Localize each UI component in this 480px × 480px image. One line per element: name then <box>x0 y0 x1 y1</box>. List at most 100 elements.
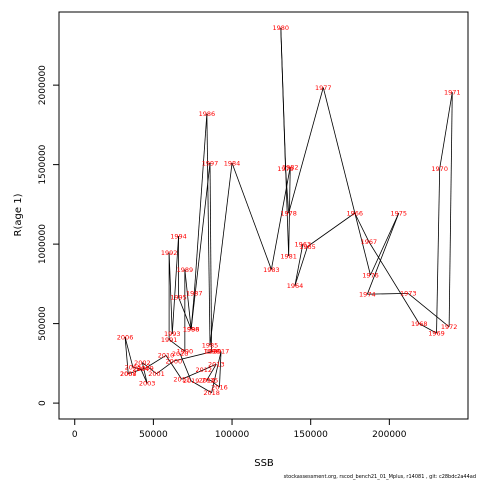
series-segment <box>367 293 409 295</box>
point-label: 1969 <box>428 329 445 337</box>
series-segment <box>206 113 211 346</box>
point-label: 1980 <box>273 24 290 32</box>
plot-frame <box>58 11 469 420</box>
series-segment <box>209 379 220 388</box>
y-tick-label: 1500000 <box>38 144 48 184</box>
y-axis: 0 500000 1000000 1500000 2000000 <box>38 65 59 406</box>
y-axis-title: R(age 1) <box>13 193 24 236</box>
series-segment <box>209 163 212 352</box>
point-label: 1990 <box>177 348 194 356</box>
series-segment <box>288 167 291 257</box>
point-label: 1992 <box>161 249 178 257</box>
x-axis: 0 50000 100000 150000 200000 <box>72 419 407 440</box>
point-label: 1998 <box>203 348 220 356</box>
series-segment <box>294 244 304 286</box>
point-label: 1973 <box>400 290 417 298</box>
series-segment <box>171 236 179 334</box>
series-lines <box>124 27 453 394</box>
series-segment <box>419 323 437 334</box>
point-label: 1985 <box>202 341 219 349</box>
point-label: 1974 <box>359 290 376 298</box>
point-label: 1994 <box>170 232 187 240</box>
point-label: 2000 <box>166 357 183 365</box>
point-label: 2011 <box>173 376 190 384</box>
x-tick-label: 0 <box>72 430 78 440</box>
point-label: 1975 <box>391 209 408 217</box>
point-label: 2012 <box>195 366 212 374</box>
point-label: 2009 <box>137 364 154 372</box>
footer-text: stockassessment.org, rscod_bench21_01_Mp… <box>284 474 476 480</box>
point-label: 2007 <box>120 370 137 378</box>
x-tick-label: 200000 <box>372 430 407 440</box>
series-segment <box>448 92 453 327</box>
series-segment <box>124 337 129 374</box>
series-segment <box>209 162 233 346</box>
point-label: 2008 <box>120 370 137 378</box>
series-segment <box>219 351 222 388</box>
point-label: 1995 <box>170 294 187 302</box>
point-label: 1991 <box>161 336 178 344</box>
series-segment <box>142 362 157 375</box>
series-segment <box>168 252 173 334</box>
point-label: 1978 <box>280 209 297 217</box>
point-label: 1965 <box>299 243 316 251</box>
point-label: 1967 <box>361 238 378 246</box>
point-label: 1976 <box>362 271 379 279</box>
point-label: 1982 <box>282 163 299 171</box>
series-segment <box>165 355 183 380</box>
point-label: 2019 <box>183 377 200 385</box>
y-tick-label: 1000000 <box>38 224 48 264</box>
series-segment <box>270 166 291 270</box>
series-segment <box>368 241 420 324</box>
point-label: 2001 <box>148 370 165 378</box>
series-segment <box>206 363 217 381</box>
point-label: 2002 <box>134 359 151 367</box>
point-label: 2013 <box>208 360 225 368</box>
series-segment <box>439 92 453 169</box>
point-label: 1971 <box>444 89 461 97</box>
series-segment <box>370 212 400 276</box>
point-label: 1997 <box>202 159 219 167</box>
point-label: 2018 <box>203 389 220 397</box>
series-segment <box>190 380 212 394</box>
series-segment <box>280 27 290 257</box>
point-label: 1977 <box>315 84 332 92</box>
series-segment <box>145 355 167 369</box>
point-label: 1979 <box>277 165 294 173</box>
series-segment <box>436 168 441 334</box>
series-segment <box>203 363 217 371</box>
series-segment <box>178 297 192 330</box>
point-label: 1986 <box>199 110 216 118</box>
point-label: 1972 <box>441 323 458 331</box>
series-segment <box>179 353 192 381</box>
x-tick-label: 50000 <box>139 430 168 440</box>
x-axis-title: SSB <box>254 458 274 469</box>
point-label: 1964 <box>287 282 304 290</box>
y-tick-label: 500000 <box>38 306 48 341</box>
series-segment <box>141 362 148 384</box>
point-label: 1981 <box>280 252 297 260</box>
series-segment <box>354 212 370 242</box>
series-segment <box>407 293 450 328</box>
y-tick-label: 0 <box>38 400 48 406</box>
point-label: 1989 <box>177 266 194 274</box>
point-label: 1999 <box>205 348 222 356</box>
series-segment <box>211 351 222 393</box>
point-label: 2016 <box>211 384 228 392</box>
point-label: 2017 <box>213 348 230 356</box>
series-segment <box>168 339 186 352</box>
point-label: 1968 <box>411 320 428 328</box>
y-tick-label: 2000000 <box>38 65 48 105</box>
series-segment <box>366 212 400 295</box>
x-tick-label: 150000 <box>294 430 329 440</box>
point-label: 2005 <box>125 364 142 372</box>
series-segment <box>140 368 148 384</box>
point-label: 2006 <box>117 333 134 341</box>
point-label: 1963 <box>295 240 312 248</box>
series-segment <box>288 87 324 214</box>
series-segment <box>190 162 211 330</box>
series-segment <box>184 269 192 330</box>
point-label: 2004 <box>133 365 150 373</box>
series-segment <box>231 162 272 270</box>
